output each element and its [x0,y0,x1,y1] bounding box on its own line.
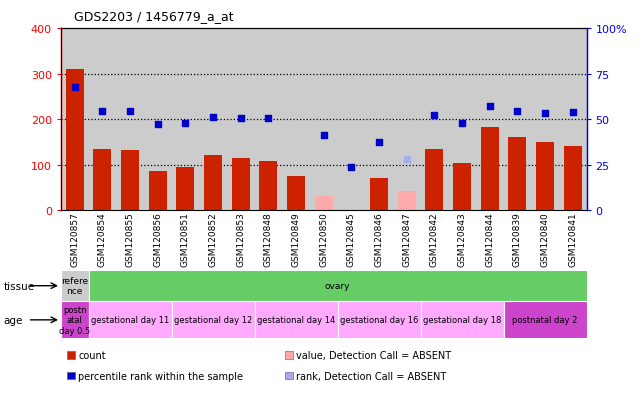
Bar [204,155,222,211]
Bar [420,301,504,339]
Bar [287,177,305,211]
Point [236,115,246,122]
Text: rank, Detection Call = ABSENT: rank, Detection Call = ABSENT [296,371,446,381]
Text: gestational day 14: gestational day 14 [257,316,335,325]
Text: ovary: ovary [325,282,350,290]
Point [567,109,578,116]
Point [374,139,384,146]
Bar [88,301,172,339]
Bar [61,271,88,301]
Point [401,157,412,163]
Bar [536,142,554,211]
Bar [315,196,333,211]
Bar [338,301,420,339]
Bar [176,168,194,211]
Point [319,133,329,140]
Bar [61,301,88,339]
Bar [121,150,139,211]
Text: gestational day 16: gestational day 16 [340,316,418,325]
Text: age: age [3,315,22,325]
Text: value, Detection Call = ABSENT: value, Detection Call = ABSENT [296,350,451,360]
Bar [232,159,250,211]
Point [512,109,522,115]
Bar [508,138,526,211]
Bar [504,301,587,339]
Point [125,108,135,115]
Bar [254,301,338,339]
Bar [426,150,444,211]
Text: tissue: tissue [3,281,35,291]
Bar [370,179,388,211]
Point [485,104,495,110]
Text: count: count [78,350,106,360]
Bar [260,162,278,211]
Bar [397,192,415,211]
Text: gestational day 12: gestational day 12 [174,316,252,325]
Text: postn
atal
day 0.5: postn atal day 0.5 [59,305,90,335]
Point [346,164,356,171]
Point [97,108,108,115]
Text: refere
nce: refere nce [61,276,88,296]
Point [540,111,550,117]
Point [263,116,274,122]
Point [429,112,440,119]
Text: percentile rank within the sample: percentile rank within the sample [78,371,243,381]
Bar [481,128,499,211]
Bar [149,171,167,211]
Text: gestational day 18: gestational day 18 [423,316,501,325]
Point [153,121,163,128]
Bar [172,301,254,339]
Bar [94,150,112,211]
Text: GDS2203 / 1456779_a_at: GDS2203 / 1456779_a_at [74,10,233,23]
Text: postnatal day 2: postnatal day 2 [512,316,578,325]
Point [457,120,467,127]
Bar [563,147,581,211]
Point [180,120,190,127]
Point [208,114,218,121]
Bar [66,70,84,211]
Text: gestational day 11: gestational day 11 [91,316,169,325]
Point [70,85,80,91]
Bar [453,164,471,211]
